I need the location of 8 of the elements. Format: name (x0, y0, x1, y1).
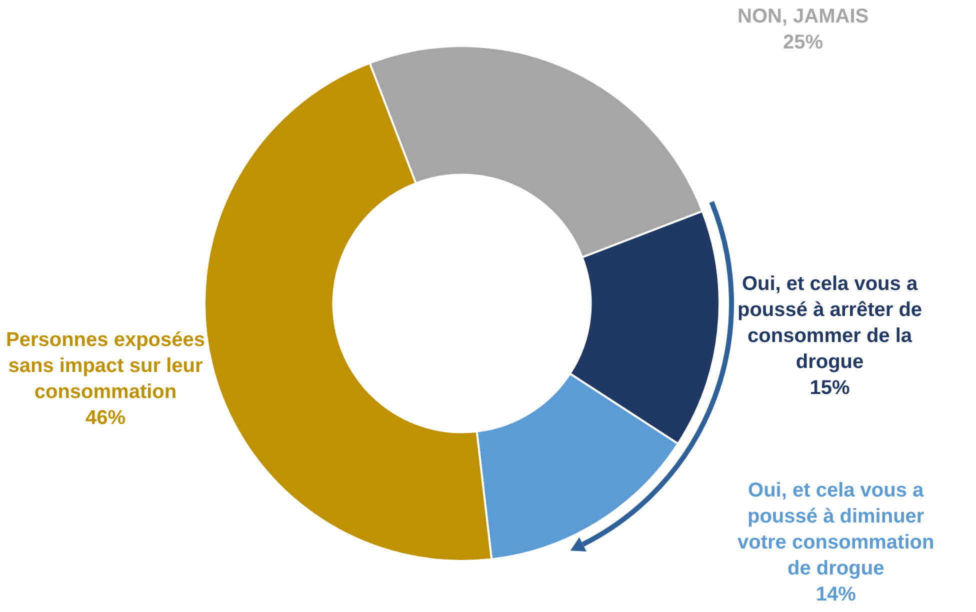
data-label: 46% (85, 406, 126, 429)
data-label: 25% (783, 32, 824, 54)
data-label: 15% (810, 377, 850, 400)
data-label: 14% (816, 584, 856, 606)
slice-label: Personnes exposées sans impact sur leur consommation (6, 328, 205, 403)
slice-label: Oui, et cela vous a poussé à diminuer votre consommation de drogue (738, 480, 934, 580)
slice-label: Oui, et cela vous a poussé à arrêter de consommer de la drogue (738, 273, 922, 374)
slice-label: NON, JAMAIS (738, 6, 869, 28)
